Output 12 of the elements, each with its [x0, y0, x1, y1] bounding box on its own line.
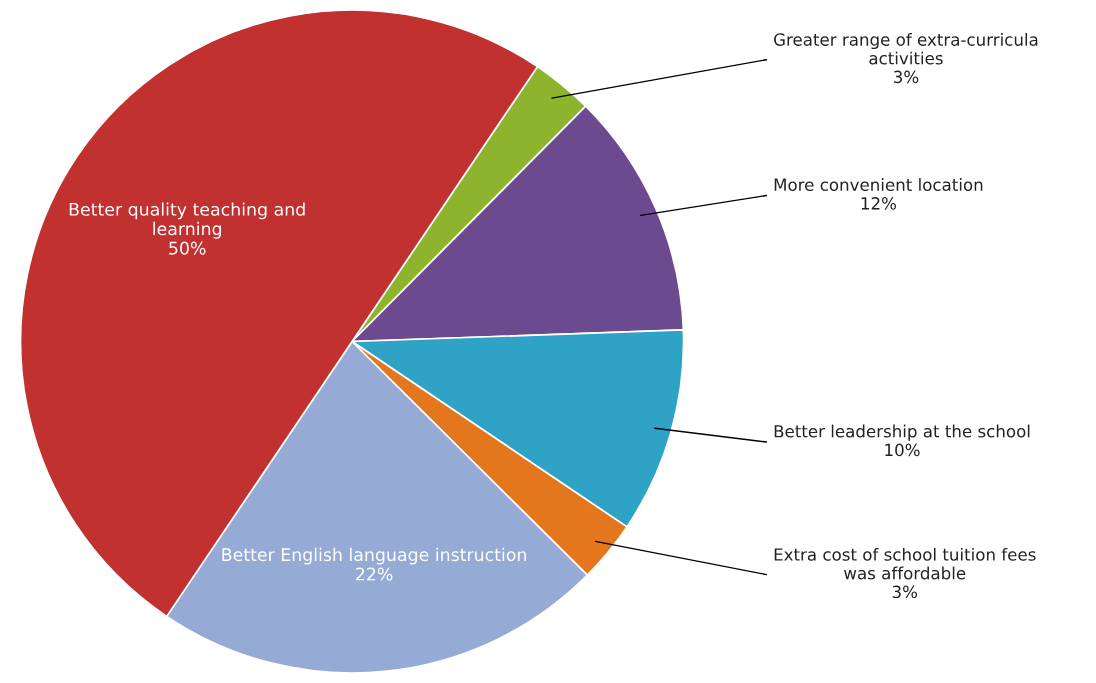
slice-label: Better English language instruction: [222, 547, 526, 565]
data-label: 3%: [894, 70, 919, 84]
slice-label: More convenient location: [774, 178, 983, 192]
slice-label: Greater range of extra-curricula activities: [774, 32, 1038, 65]
data-label: 50%: [169, 241, 206, 255]
slice-label: Better leadership at the school: [774, 424, 1030, 441]
slice-label: Extra cost of school tuition fees was affordable: [774, 547, 1036, 580]
slice-label: Better quality teaching and learning: [69, 202, 305, 239]
data-label: 3%: [892, 585, 918, 599]
data-label: 12%: [861, 197, 897, 210]
data-label: 22%: [356, 567, 393, 581]
data-label: 10%: [885, 443, 920, 457]
